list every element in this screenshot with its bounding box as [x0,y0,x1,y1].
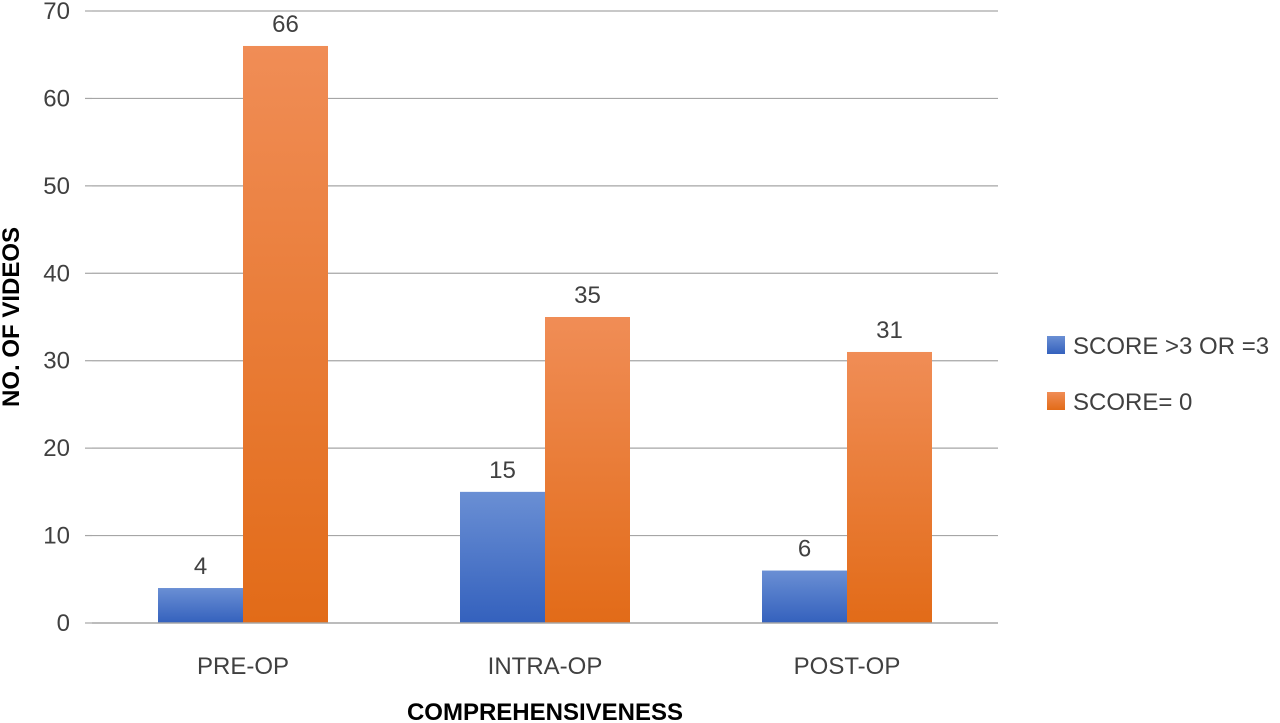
bar [545,317,630,623]
bar [847,351,932,623]
legend-label: SCORE= 0 [1073,389,1192,416]
bar [158,588,243,623]
x-axis-title: COMPREHENSIVENESS [407,699,683,723]
x-axis-categories: PRE-OP INTRA-OP POST-OP [197,653,900,680]
y-tick-label: 0 [57,610,70,637]
y-tick-label: 20 [43,435,70,462]
bar [243,45,328,623]
x-tick-label: PRE-OP [197,653,289,680]
data-label: 6 [798,536,811,563]
bar [460,491,545,623]
data-label: 31 [876,317,903,344]
legend-swatch [1047,336,1065,354]
y-tick-label: 40 [43,260,70,287]
x-tick-label: INTRA-OP [488,653,603,680]
legend: SCORE >3 OR =3 SCORE= 0 [1047,333,1269,416]
y-tick-label: 10 [43,523,70,550]
data-labels: 4 66 15 35 6 31 [194,11,903,580]
y-tick-label: 30 [43,348,70,375]
x-tick-label: POST-OP [794,653,901,680]
data-label: 15 [489,457,516,484]
bar [762,570,847,623]
data-label: 35 [574,282,601,309]
bars [158,45,932,623]
legend-label: SCORE >3 OR =3 [1073,333,1269,360]
y-axis-ticks: 0 10 20 30 40 50 60 70 [43,0,70,637]
legend-swatch [1047,392,1065,410]
y-tick-label: 50 [43,173,70,200]
y-tick-label: 60 [43,85,70,112]
data-label: 66 [272,11,299,38]
y-axis-title: NO. OF VIDEOS [0,227,25,407]
y-tick-label: 70 [43,0,70,25]
data-label: 4 [194,553,207,580]
